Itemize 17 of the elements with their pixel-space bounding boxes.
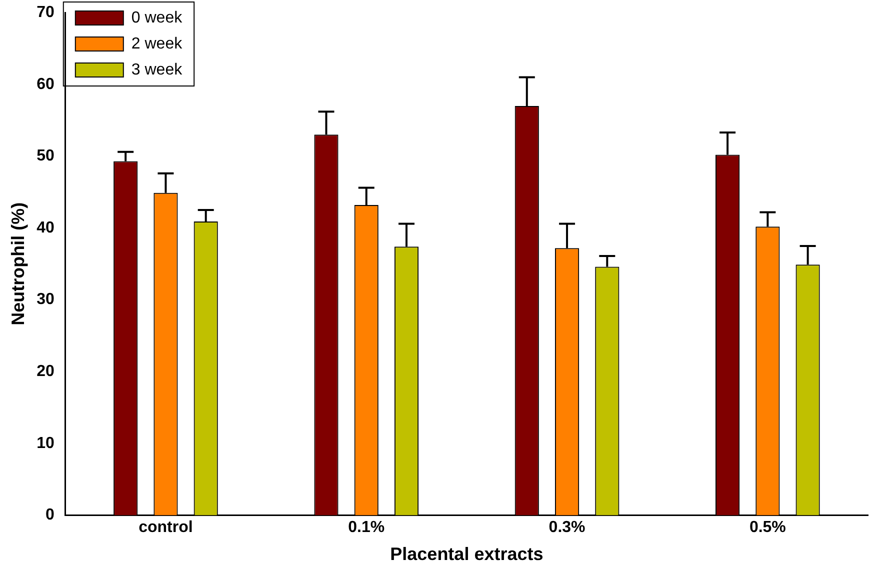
y-tick-label: 10 [36,434,54,452]
y-tick-label: 70 [36,4,54,22]
y-tick-label: 60 [36,76,54,93]
y-tick-label: 20 [36,363,54,380]
x-tick-label: 0.1% [348,519,385,536]
y-tick-label: 30 [36,291,54,308]
y-tick-label: 50 [36,148,54,165]
x-axis-title: Placental extracts [390,544,544,564]
y-axis-title: Neutrophil (%) [8,202,28,326]
x-tick-label: 0.5% [749,519,786,536]
x-tick-label: 0.3% [548,519,586,536]
x-tick-label: control [138,519,193,536]
legend-label: 3 week [131,61,184,78]
legend-label: 2 week [131,35,184,52]
legend-label: 0 week [131,9,184,26]
y-tick-label: 0 [45,506,54,524]
y-tick-label: 40 [36,219,54,236]
